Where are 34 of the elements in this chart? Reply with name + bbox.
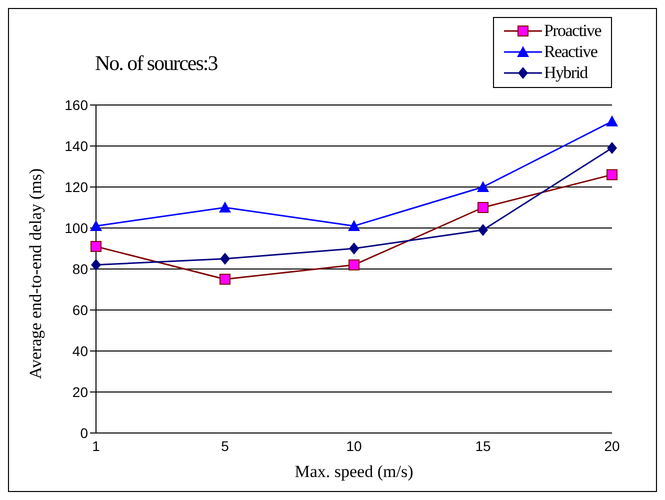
y-tick-label: 80 <box>72 260 88 277</box>
x-tick-label: 20 <box>604 438 620 454</box>
legend-label: Hybrid <box>544 62 588 82</box>
point <box>348 220 360 231</box>
point <box>349 242 359 254</box>
point <box>607 142 617 154</box>
point <box>219 202 231 212</box>
y-tick-label: 40 <box>72 342 88 359</box>
x-tick-label: 15 <box>475 438 491 454</box>
point <box>348 259 360 270</box>
point <box>220 274 230 285</box>
point <box>606 115 618 126</box>
point <box>220 252 230 265</box>
y-tick-label: 100 <box>64 220 88 236</box>
x-tick-label: 1 <box>92 438 100 454</box>
y-tick-label: 0 <box>80 424 88 441</box>
x-tick-label: 5 <box>221 438 230 454</box>
chart-title: No. of sources:3 <box>95 51 218 76</box>
point <box>606 169 618 180</box>
y-tick-label: 140 <box>64 138 88 154</box>
y-axis-title: Average end-to-end delay (ms) <box>26 168 46 379</box>
point <box>478 202 488 213</box>
legend-label: Reactive <box>544 42 598 62</box>
x-tick-label: 10 <box>346 438 362 454</box>
y-tick-label: 60 <box>72 302 88 318</box>
legend-label: Proactive <box>544 20 601 40</box>
y-tick-label: 160 <box>64 96 88 113</box>
point <box>90 240 102 252</box>
point <box>91 258 101 271</box>
y-tick-label: 120 <box>64 178 88 195</box>
x-axis-title: Max. speed (m/s) <box>294 462 414 481</box>
point <box>478 224 488 236</box>
y-tick-label: 20 <box>72 384 88 400</box>
point <box>477 181 489 192</box>
